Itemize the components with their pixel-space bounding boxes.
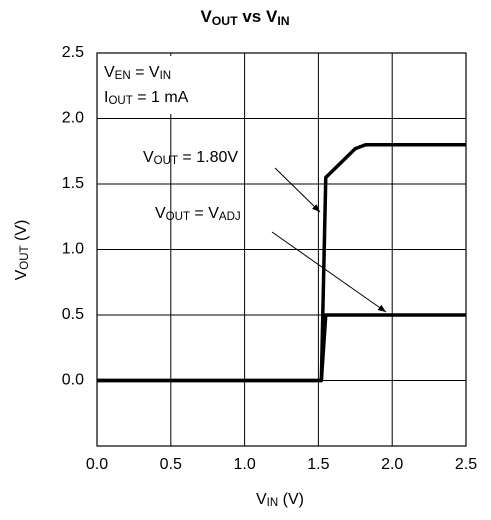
text-part: V <box>155 205 166 222</box>
subscript: IN <box>267 497 279 509</box>
text-part: V <box>104 64 115 81</box>
arrow <box>274 167 321 213</box>
y-tick-label: 1.5 <box>62 175 84 192</box>
text-part: vs V <box>238 7 278 26</box>
subscript: ADJ <box>219 211 241 223</box>
series-line <box>97 313 466 383</box>
subscript: OUT <box>212 14 238 28</box>
annotation: VEN = VIN <box>104 64 171 82</box>
x-tick-label: 0.5 <box>160 456 182 473</box>
text-part: V <box>13 269 30 280</box>
y-tick-label: 1.0 <box>62 241 84 258</box>
subscript: IN <box>277 14 289 28</box>
x-tick-label: 0.0 <box>86 456 108 473</box>
text-part: = V <box>131 64 160 81</box>
y-tick-label: 0.0 <box>62 372 84 389</box>
text-part: = V <box>190 205 219 222</box>
text-part: V <box>256 491 267 508</box>
subscript: OUT <box>108 95 132 107</box>
x-tick-label: 1.0 <box>233 456 255 473</box>
annotation-box <box>100 56 230 114</box>
text-part: = 1 mA <box>133 89 189 106</box>
series-label: VOUT = VADJ <box>155 205 241 223</box>
text-part: = 1.80V <box>178 149 238 166</box>
y-tick-label: 0.5 <box>62 306 84 323</box>
plot-border <box>96 52 467 447</box>
y-tick-label: 2.5 <box>62 44 84 61</box>
x-tick-label: 2.5 <box>455 456 477 473</box>
subscript: IN <box>160 70 172 82</box>
x-axis-label: VIN (V) <box>256 491 304 509</box>
chart-title: VOUT vs VIN <box>200 7 289 27</box>
text-part: V <box>143 149 154 166</box>
text-part: (V) <box>13 220 30 246</box>
y-tick-label: 2.0 <box>62 110 84 127</box>
x-tick-label: 1.5 <box>307 456 329 473</box>
x-tick-label: 2.0 <box>381 456 403 473</box>
subscript: OUT <box>19 245 31 269</box>
annotation: IOUT = 1 mA <box>104 89 189 107</box>
text-part: I <box>104 89 108 106</box>
series-label: VOUT = 1.80V <box>143 149 238 167</box>
subscript: OUT <box>166 211 190 223</box>
text-part: (V) <box>278 491 304 508</box>
arrow <box>271 231 387 313</box>
text-part: V <box>200 7 212 26</box>
y-axis-label: VOUT (V) <box>13 220 31 281</box>
subscript: OUT <box>154 155 178 167</box>
series-line <box>97 142 466 383</box>
subscript: EN <box>115 70 131 82</box>
